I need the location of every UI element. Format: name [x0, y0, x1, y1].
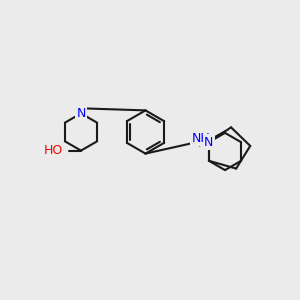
Text: N: N	[204, 136, 214, 149]
Text: N: N	[76, 107, 86, 120]
Text: HO: HO	[44, 144, 63, 157]
Text: NH: NH	[192, 132, 210, 145]
